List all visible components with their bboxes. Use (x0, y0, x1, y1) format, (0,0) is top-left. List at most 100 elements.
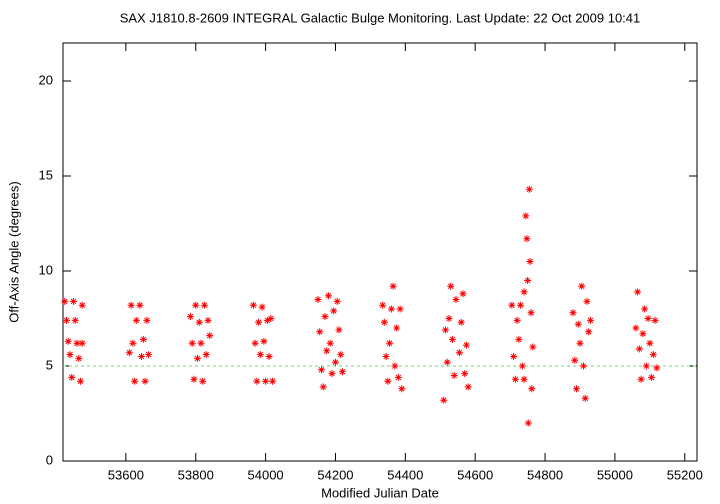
data-point (461, 370, 469, 378)
data-point (330, 307, 338, 315)
data-point (380, 318, 388, 326)
data-point (195, 318, 203, 326)
data-point (440, 396, 448, 404)
data-point (136, 301, 144, 309)
data-point (529, 343, 537, 351)
data-point (262, 377, 270, 385)
data-point (585, 328, 593, 336)
data-point (333, 297, 341, 305)
data-point (68, 373, 76, 381)
data-point (379, 301, 387, 309)
data-point (71, 316, 79, 324)
data-point (132, 316, 140, 324)
x-axis-label: Modified Julian Date (321, 485, 439, 500)
data-point (651, 316, 659, 324)
data-point (393, 324, 401, 332)
data-point (326, 339, 334, 347)
x-tick-label: 54000 (248, 467, 284, 482)
data-point (634, 288, 642, 296)
data-point (574, 320, 582, 328)
data-point (447, 282, 455, 290)
data-point (389, 282, 397, 290)
data-point (69, 297, 77, 305)
data-point (639, 330, 647, 338)
data-point (653, 364, 661, 372)
x-tick-label: 54600 (457, 467, 493, 482)
data-point (190, 375, 198, 383)
x-tick-label: 54800 (527, 467, 563, 482)
data-point (646, 339, 654, 347)
data-point (265, 353, 273, 360)
data-point (324, 292, 332, 300)
data-point (78, 301, 86, 309)
data-point (644, 315, 652, 322)
data-point (382, 353, 390, 360)
data-point (524, 419, 532, 427)
data-point (398, 385, 406, 393)
data-point (572, 385, 580, 393)
data-point (206, 332, 214, 340)
data-point (520, 375, 528, 383)
data-point (141, 377, 149, 385)
data-point (64, 337, 72, 345)
data-point (586, 316, 594, 324)
data-point (145, 351, 153, 359)
data-point (263, 316, 271, 324)
data-point (73, 339, 81, 347)
data-point (510, 353, 518, 360)
data-point (323, 347, 331, 355)
data-point (455, 349, 463, 357)
data-point (267, 315, 275, 322)
data-point (75, 354, 83, 362)
y-axis-label: Off-Axis Angle (degrees) (6, 181, 21, 322)
data-point (642, 362, 650, 370)
x-tick-label: 53600 (108, 467, 144, 482)
data-point (396, 305, 404, 313)
data-point (513, 316, 521, 324)
data-point (515, 335, 523, 343)
y-tick-label: 10 (39, 262, 53, 277)
data-point (193, 354, 201, 362)
data-point (328, 370, 336, 378)
data-point (464, 383, 472, 391)
x-tick-label: 55000 (597, 467, 633, 482)
data-point (441, 326, 449, 334)
chart-title: SAX J1810.8-2609 INTEGRAL Galactic Bulge… (120, 10, 641, 25)
data-point (199, 377, 207, 385)
data-point (459, 290, 467, 298)
data-point (523, 235, 531, 243)
data-point (125, 349, 133, 357)
data-point (394, 373, 402, 381)
data-point (337, 351, 345, 359)
data-point (387, 305, 395, 313)
data-point (576, 339, 584, 347)
data-point (443, 358, 451, 366)
data-point (258, 303, 266, 311)
data-point (62, 316, 70, 324)
data-point (192, 301, 200, 309)
data-point (317, 366, 325, 374)
data-point (314, 296, 322, 303)
y-tick-label: 15 (39, 167, 53, 182)
plot-border (62, 42, 698, 462)
data-point (632, 324, 640, 332)
data-point (511, 375, 519, 383)
data-point (249, 301, 257, 309)
data-point (391, 362, 399, 370)
data-point (129, 339, 137, 347)
data-point (528, 385, 536, 393)
data-point (384, 377, 392, 385)
data-point (386, 339, 394, 347)
data-point (578, 282, 586, 290)
data-point (319, 383, 327, 391)
data-point (526, 258, 534, 265)
data-point (448, 335, 456, 343)
data-point (316, 328, 324, 336)
data-point (457, 318, 465, 326)
data-point (76, 377, 84, 385)
data-point (579, 362, 587, 370)
data-point (452, 296, 460, 303)
data-point (335, 326, 343, 334)
data-point (520, 288, 528, 296)
